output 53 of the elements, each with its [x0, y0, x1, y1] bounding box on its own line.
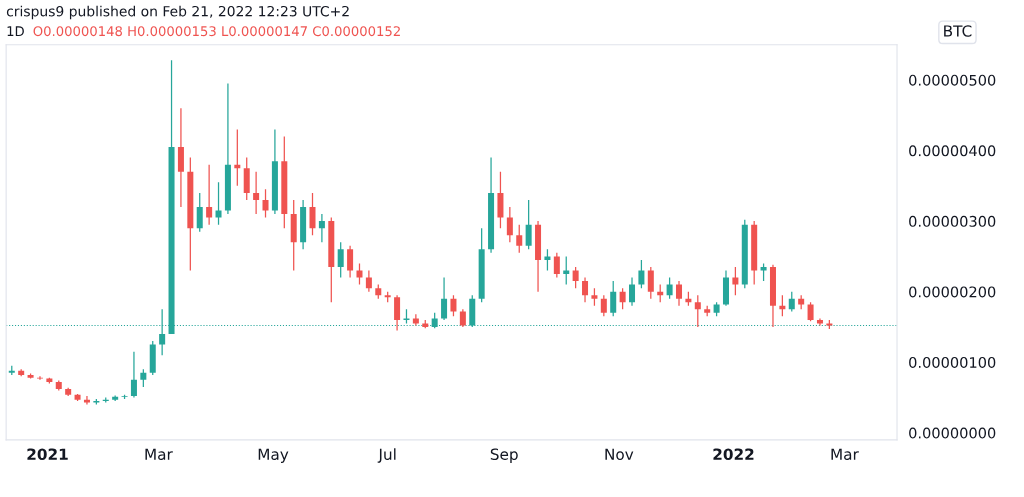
candlestick — [365, 269, 372, 293]
candlestick — [450, 294, 457, 317]
y-tick-label: 0.00000100 — [909, 356, 996, 368]
y-tick-label: 0.00000000 — [909, 427, 996, 439]
candlestick — [318, 213, 325, 243]
candlestick — [788, 291, 795, 313]
candlestick — [544, 248, 551, 272]
candlestick — [356, 262, 363, 286]
text: O0.00000148 H0.00000153 L0.00000147 C0.00000152 — [33, 26, 400, 37]
x-tick-label: May — [258, 448, 289, 463]
candlestick — [629, 276, 636, 307]
candlestick — [572, 266, 579, 289]
candlestick — [666, 276, 673, 300]
candlestick — [441, 276, 448, 321]
candlestick — [130, 351, 137, 399]
candlestick — [215, 181, 222, 226]
x-tick-label: Mar — [831, 448, 859, 460]
x-tick-label: Sep — [490, 448, 518, 463]
candlestick — [262, 188, 269, 219]
candlestick — [807, 301, 814, 322]
y-tick-label: 0.00000500 — [909, 74, 996, 86]
candlestick — [610, 280, 617, 317]
candlestick — [506, 206, 513, 243]
y-tick-label: 0.00000300 — [909, 215, 996, 227]
candlestick — [525, 199, 532, 250]
y-tick-label: 0.00000400 — [909, 145, 996, 157]
candlestick — [347, 245, 354, 279]
candlestick — [600, 294, 607, 317]
text: crispus9 published on Feb 21, 2022 12:23 UTC+2 — [6, 5, 349, 20]
candlestick — [694, 294, 701, 328]
candlestick — [309, 192, 316, 236]
candlestick — [732, 266, 739, 296]
candlestick — [206, 164, 213, 226]
chart-title: 1D — [7, 26, 24, 36]
candlestick — [676, 280, 683, 307]
y-tick-label: 0.00000200 — [909, 286, 996, 298]
candlestick — [516, 224, 523, 254]
candlestick — [337, 241, 344, 279]
candlestick — [647, 266, 654, 300]
candlestick — [196, 192, 203, 233]
y-axis-title: BTC — [944, 25, 972, 37]
x-tick-label: Mar — [145, 448, 173, 460]
candlestick — [412, 313, 419, 327]
candlestick — [619, 287, 626, 310]
x-tick-label: Jul — [377, 448, 396, 463]
candlestick — [553, 252, 560, 279]
x-tick-label: Nov — [605, 448, 634, 460]
candlestick — [394, 294, 401, 332]
candlestick — [582, 276, 589, 303]
candlestick — [638, 259, 645, 289]
x-tick-label: 2021 — [27, 448, 68, 460]
x-tick-label: 2022 — [713, 448, 754, 460]
candlestick — [253, 171, 260, 215]
